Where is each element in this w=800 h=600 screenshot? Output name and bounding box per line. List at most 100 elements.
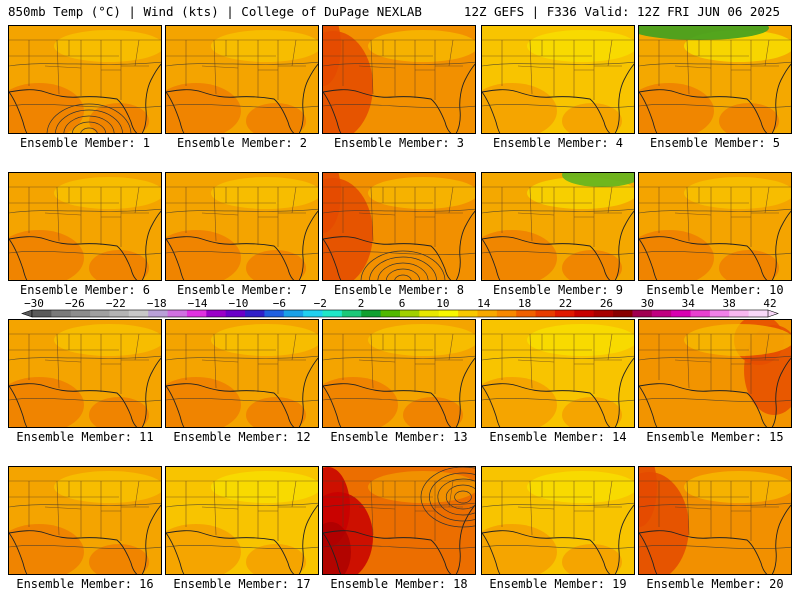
colorbar-segment — [264, 310, 285, 317]
temperature-map — [639, 173, 791, 280]
ensemble-panel-5 — [638, 25, 792, 134]
colorbar-tick-label: −22 — [106, 297, 126, 310]
colorbar-tick-label: −26 — [65, 297, 85, 310]
ensemble-panel-9 — [481, 172, 635, 281]
ensemble-member-label: Ensemble Member: 18 — [330, 577, 468, 591]
temperature-map — [639, 26, 791, 133]
temperature-colorbar: −30 −26 −22 −18 −14 −10 −6 −2 2 6 10 14 18 22 26 30 34 38… — [21, 297, 779, 318]
ensemble-member-label: Ensemble Member: 17 — [173, 577, 311, 591]
colorbar-tick-label: 2 — [358, 297, 365, 310]
colorbar-tick-label: 22 — [559, 297, 572, 310]
ensemble-member-label: Ensemble Member: 10 — [646, 283, 784, 297]
ensemble-member-label: Ensemble Member: 6 — [19, 283, 151, 297]
colorbar-segment — [651, 310, 672, 317]
ensemble-member-label: Ensemble Member: 11 — [16, 430, 154, 444]
temperature-map — [323, 26, 475, 133]
colorbar-tick-label: 6 — [399, 297, 406, 310]
ensemble-panel-2 — [165, 25, 319, 134]
colorbar-tick-label: 30 — [641, 297, 654, 310]
temperature-map — [9, 467, 161, 574]
colorbar-segment — [554, 310, 575, 317]
colorbar-segment — [574, 310, 595, 317]
run-valid-time: 12Z GEFS | F336 Valid: 12Z FRI JUN 06 20… — [463, 4, 780, 19]
ensemble-panel-14 — [481, 319, 635, 428]
colorbar-segment — [477, 310, 498, 317]
ensemble-panel-8 — [322, 172, 476, 281]
ensemble-panel-20 — [638, 466, 792, 575]
colorbar-segment — [748, 310, 769, 317]
colorbar-segment — [109, 310, 130, 317]
colorbar-tick-label: −2 — [314, 297, 327, 310]
colorbar-segment — [632, 310, 653, 317]
colorbar-segment — [245, 310, 265, 317]
colorbar-tick-label: −30 — [24, 297, 44, 310]
colorbar-segment — [341, 310, 362, 317]
ensemble-member-label: Ensemble Member: 14 — [489, 430, 627, 444]
colorbar-segment — [128, 310, 149, 317]
colorbar-segment — [729, 310, 750, 317]
temperature-map — [9, 173, 161, 280]
ensemble-panel-11 — [8, 319, 162, 428]
temperature-map — [166, 467, 318, 574]
ensemble-panel-18 — [322, 466, 476, 575]
temperature-map — [639, 467, 791, 574]
temperature-map — [323, 467, 475, 574]
ensemble-member-label: Ensemble Member: 7 — [176, 283, 308, 297]
ensemble-member-label: Ensemble Member: 20 — [646, 577, 784, 591]
ensemble-member-label: Ensemble Member: 8 — [333, 283, 465, 297]
temperature-map — [9, 320, 161, 427]
colorbar-segment — [322, 310, 343, 317]
colorbar-segment — [380, 310, 401, 317]
colorbar-segment — [51, 310, 72, 317]
ensemble-panel-10 — [638, 172, 792, 281]
colorbar-segment — [90, 310, 110, 317]
ensemble-panel-12 — [165, 319, 319, 428]
colorbar-segment — [32, 310, 52, 317]
ensemble-member-label: Ensemble Member: 15 — [646, 430, 784, 444]
colorbar-segment — [186, 310, 207, 317]
temperature-map — [323, 173, 475, 280]
colorbar-segment — [167, 310, 188, 317]
colorbar-segment — [496, 310, 517, 317]
colorbar-segment — [613, 310, 633, 317]
colorbar-tick-label: 42 — [763, 297, 776, 310]
colorbar-segment — [148, 310, 168, 317]
ensemble-member-label: Ensemble Member: 5 — [649, 136, 781, 150]
colorbar-segment — [225, 310, 246, 317]
ensemble-member-label: Ensemble Member: 4 — [492, 136, 624, 150]
colorbar-segment — [438, 310, 459, 317]
colorbar-segment — [709, 310, 730, 317]
colorbar-segment — [690, 310, 711, 317]
colorbar-tick-label: −6 — [273, 297, 286, 310]
colorbar-left-arrow — [21, 309, 33, 318]
colorbar-tick-label: −10 — [229, 297, 249, 310]
temperature-map — [9, 26, 161, 133]
temperature-map — [482, 173, 634, 280]
ensemble-panel-17 — [165, 466, 319, 575]
colorbar-tick-label: 34 — [682, 297, 696, 310]
temperature-map — [482, 467, 634, 574]
ensemble-panel-7 — [165, 172, 319, 281]
colorbar-segment — [458, 310, 478, 317]
ensemble-member-label: Ensemble Member: 13 — [330, 430, 468, 444]
colorbar-segment — [361, 310, 382, 317]
colorbar-tick-label: 38 — [722, 297, 735, 310]
temperature-map — [166, 320, 318, 427]
colorbar-segment — [516, 310, 536, 317]
colorbar-tick-label: −18 — [147, 297, 167, 310]
colorbar-tick-label: 26 — [600, 297, 613, 310]
colorbar-right-arrow — [767, 309, 779, 318]
ensemble-panel-4 — [481, 25, 635, 134]
ensemble-member-label: Ensemble Member: 16 — [16, 577, 154, 591]
colorbar-segment — [593, 310, 614, 317]
temperature-map — [639, 320, 791, 427]
colorbar-segment — [400, 310, 420, 317]
colorbar-tick-label: −14 — [188, 297, 208, 310]
temperature-map — [482, 26, 634, 133]
ensemble-panel-6 — [8, 172, 162, 281]
colorbar-segment — [303, 310, 323, 317]
colorbar-segment — [70, 310, 91, 317]
ensemble-member-label: Ensemble Member: 2 — [176, 136, 308, 150]
ensemble-panel-15 — [638, 319, 792, 428]
ensemble-member-label: Ensemble Member: 19 — [489, 577, 627, 591]
